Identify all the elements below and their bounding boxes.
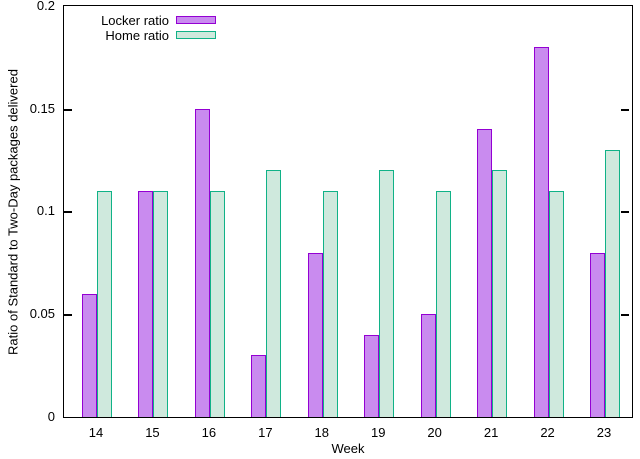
bar-locker-week-18 xyxy=(307,253,323,417)
x-tick-label-15: 15 xyxy=(145,425,160,440)
x-axis-title: Week xyxy=(331,441,365,456)
bar-locker-week-19 xyxy=(364,335,380,417)
plot-area: Locker ratio Home ratio xyxy=(63,5,633,418)
x-tick-label-16: 16 xyxy=(201,425,217,440)
bar-locker-week-20 xyxy=(420,314,436,417)
x-tick-label-18: 18 xyxy=(314,425,329,440)
bar-locker-week-16 xyxy=(194,109,210,417)
y-tick-label-0: 0 xyxy=(47,409,55,424)
x-tick-label-14: 14 xyxy=(88,425,104,440)
x-tick-label-22: 22 xyxy=(540,425,555,440)
bar-home-week-16 xyxy=(209,191,225,417)
y-tick-right-0.15 xyxy=(621,109,629,111)
bar-locker-week-21 xyxy=(477,129,493,417)
y-tick-left-0.05 xyxy=(64,314,72,316)
legend-swatch-home xyxy=(176,31,216,39)
bar-locker-week-22 xyxy=(533,47,549,417)
legend: Locker ratio Home ratio xyxy=(64,13,216,43)
y-tick-label-0.15: 0.15 xyxy=(29,101,55,116)
y-tick-left-0.1 xyxy=(64,211,72,213)
y-tick-right-0.05 xyxy=(621,314,629,316)
bar-locker-week-17 xyxy=(251,355,267,417)
bar-locker-week-23 xyxy=(590,253,605,417)
bar-home-week-19 xyxy=(379,170,395,417)
x-tick-label-21: 21 xyxy=(483,425,499,440)
y-tick-label-0.2: 0.2 xyxy=(36,0,55,13)
bar-locker-week-14 xyxy=(82,294,97,417)
bar-home-week-20 xyxy=(435,191,451,417)
y-tick-left-0.15 xyxy=(64,109,72,111)
y-tick-right-0.1 xyxy=(621,211,629,213)
legend-item-home: Home ratio xyxy=(64,27,216,43)
x-tick-label-20: 20 xyxy=(427,425,442,440)
y-tick-label-0.05: 0.05 xyxy=(29,306,55,321)
bar-home-week-17 xyxy=(266,170,282,417)
x-tick-label-17: 17 xyxy=(258,425,273,440)
x-tick-label-19: 19 xyxy=(370,425,386,440)
y-tick-label-0.1: 0.1 xyxy=(36,203,55,218)
bar-home-week-22 xyxy=(548,191,564,417)
bar-home-week-14 xyxy=(97,191,112,417)
x-tick-label-23: 23 xyxy=(596,425,612,440)
legend-swatch-locker xyxy=(176,16,216,24)
legend-item-locker: Locker ratio xyxy=(64,12,216,28)
bar-home-week-15 xyxy=(153,191,169,417)
legend-label: Locker ratio xyxy=(101,12,169,28)
bar-home-week-21 xyxy=(492,170,508,417)
bar-locker-week-15 xyxy=(138,191,154,417)
bar-home-week-18 xyxy=(322,191,338,417)
legend-label: Home ratio xyxy=(105,27,169,43)
bar-home-week-23 xyxy=(605,150,620,417)
